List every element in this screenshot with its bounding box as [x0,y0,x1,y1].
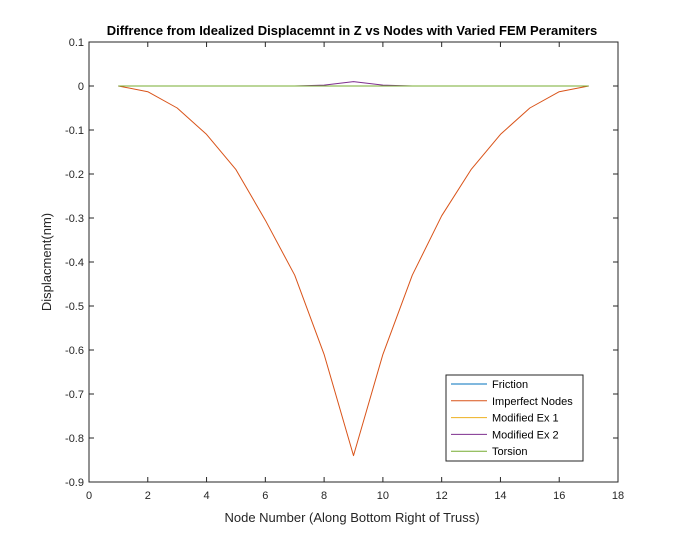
series-line-imperfect-nodes [118,85,589,457]
y-tick-label-2: -0.1 [65,125,84,137]
y-tick-label-6: -0.5 [65,301,84,313]
y-tick-label-8: -0.7 [65,389,84,401]
x-tick-label-3: 6 [262,490,268,502]
legend-label-friction: Friction [492,379,528,391]
y-tick-label-5: -0.4 [65,257,84,269]
x-tick-label-5: 10 [377,490,389,502]
x-tick-label-8: 16 [553,490,565,502]
x-tick-label-0: 0 [86,490,92,502]
y-tick-label-10: -0.9 [65,477,84,489]
legend-label-modified-ex-1: Modified Ex 1 [492,413,559,425]
y-tick-label-9: -0.8 [65,433,84,445]
legend-label-modified-ex-2: Modified Ex 2 [492,429,559,441]
x-tick-label-1: 2 [145,490,151,502]
legend: Friction Imperfect Nodes Modified Ex 1 Modi… [445,374,584,462]
y-axis-label: Displacment(nm) [39,213,54,311]
x-tick-label-6: 12 [436,490,448,502]
x-tick-label-4: 8 [321,490,327,502]
y-tick-label-0: 0.1 [69,37,84,49]
x-tick-label-9: 18 [612,490,624,502]
series-layer [118,81,589,457]
chart-title: Diffrence from Idealized Displacemnt in … [107,23,598,38]
y-tick-label-4: -0.3 [65,213,84,225]
legend-label-torsion: Torsion [492,446,527,458]
x-tick-label-2: 4 [203,490,209,502]
y-tick-label-1: 0 [78,81,84,93]
ticks-layer: 0 2 4 6 8 10 12 14 16 18 0.1 0 -0.1 -0.2 -0.3 -0.4 -0.5 -… [65,37,624,502]
y-tick-label-7: -0.6 [65,345,84,357]
x-axis-label: Node Number (Along Bottom Right of Truss… [224,510,479,525]
x-tick-label-7: 14 [494,490,506,502]
legend-label-imperfect-nodes: Imperfect Nodes [492,396,573,408]
y-tick-label-3: -0.2 [65,169,84,181]
